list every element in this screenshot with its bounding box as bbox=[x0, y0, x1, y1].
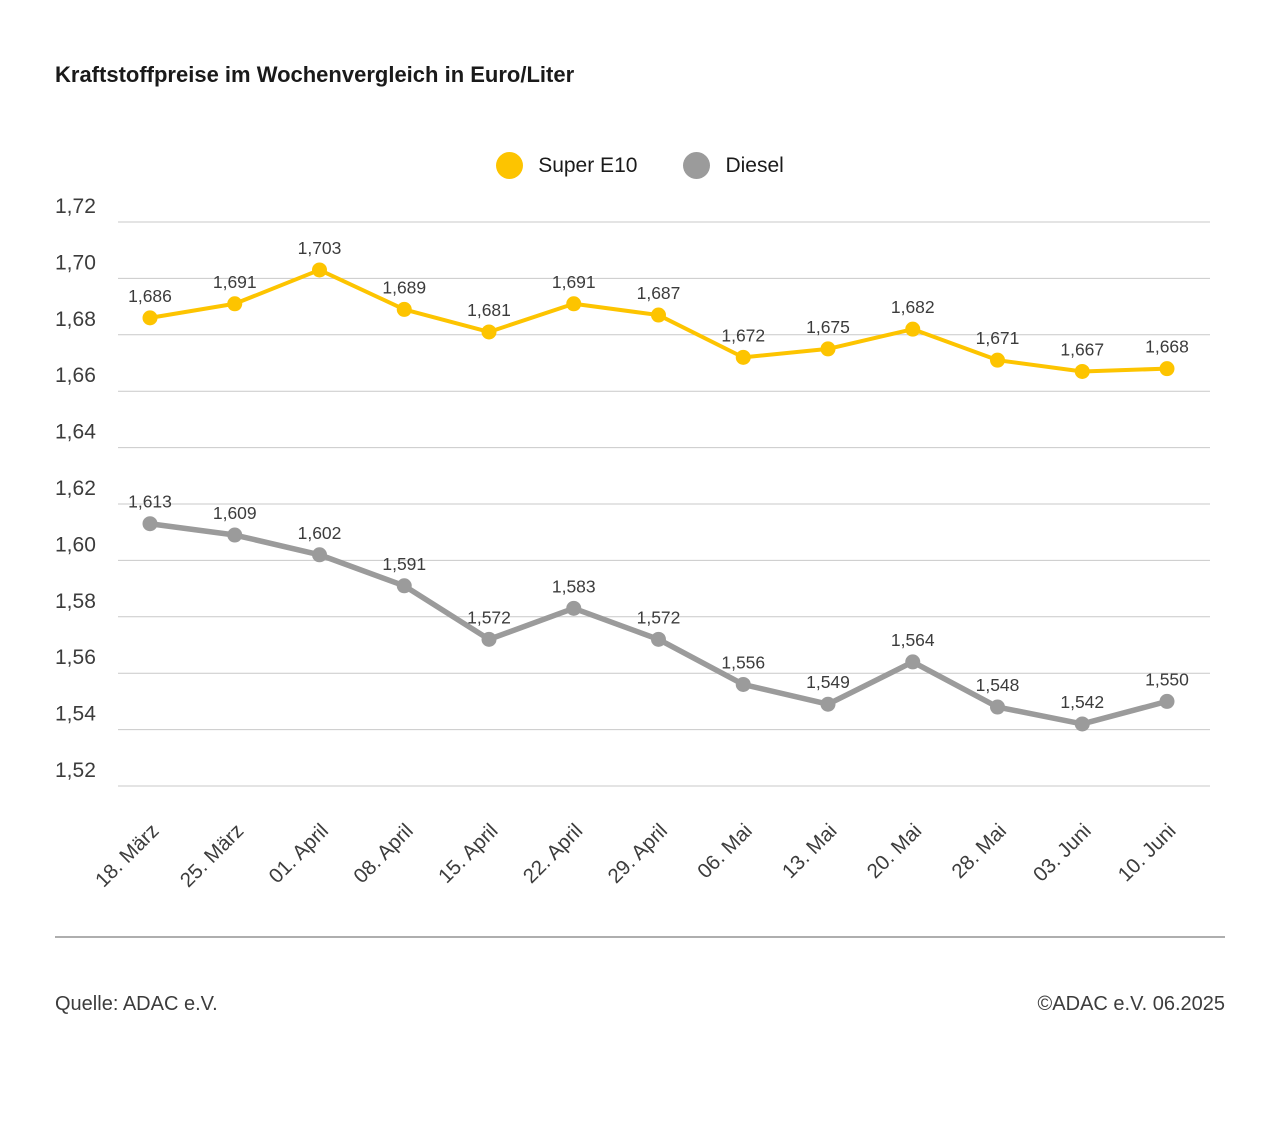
chart-title: Kraftstoffpreise im Wochenvergleich in E… bbox=[55, 62, 575, 87]
x-tick-label: 03. Juni bbox=[1029, 819, 1096, 886]
diesel-point-label: 1,583 bbox=[552, 576, 596, 596]
super-e10-point-label: 1,682 bbox=[891, 297, 935, 317]
super-e10-point bbox=[396, 301, 412, 317]
x-tick-label: 29. April bbox=[603, 819, 672, 888]
x-tick-label: 20. Mai bbox=[862, 819, 926, 883]
diesel-point-label: 1,572 bbox=[637, 607, 681, 627]
x-tick-label: 15. April bbox=[434, 819, 503, 888]
diesel-point bbox=[820, 696, 836, 712]
super-e10-point bbox=[990, 352, 1005, 368]
super-e10-point-label: 1,691 bbox=[213, 272, 257, 292]
y-tick-label: 1,64 bbox=[55, 421, 96, 444]
diesel-point bbox=[990, 699, 1005, 715]
legend: Super E10 Diesel bbox=[0, 152, 1280, 179]
super-e10-point-label: 1,672 bbox=[721, 325, 765, 345]
legend-dot-diesel bbox=[683, 152, 711, 179]
super-e10-point-label: 1,691 bbox=[552, 272, 596, 292]
x-tick-label: 28. Mai bbox=[947, 819, 1011, 883]
super-e10-point bbox=[481, 324, 497, 340]
super-e10-point bbox=[312, 262, 327, 278]
diesel-point bbox=[1074, 716, 1090, 732]
x-tick-label: 13. Mai bbox=[778, 819, 842, 883]
super-e10-point-label: 1,689 bbox=[382, 277, 426, 297]
diesel-point bbox=[735, 676, 751, 692]
chart-canvas: 1,72 1,70 1,68 1,66 1,64 1,62 1,60 1,58 1,56 1,54… bbox=[55, 195, 1210, 892]
y-tick-label: 1,54 bbox=[55, 703, 96, 726]
y-tick-label: 1,52 bbox=[55, 759, 96, 782]
diesel-point-label: 1,572 bbox=[467, 607, 511, 627]
y-tick-label: 1,72 bbox=[55, 195, 96, 218]
x-tick-label: 10. Juni bbox=[1113, 819, 1180, 886]
diesel-point bbox=[481, 631, 497, 647]
super-e10-point-label: 1,703 bbox=[298, 238, 342, 258]
super-e10-point bbox=[1159, 361, 1175, 377]
diesel-point bbox=[1159, 693, 1175, 709]
y-tick-label: 1,58 bbox=[55, 590, 96, 613]
diesel-point bbox=[566, 600, 582, 616]
legend-dot-super-e10 bbox=[496, 152, 524, 179]
super-e10-point-label: 1,686 bbox=[128, 286, 172, 306]
legend-label-diesel: Diesel bbox=[725, 153, 784, 177]
footer-divider bbox=[55, 936, 1225, 938]
diesel-point bbox=[142, 516, 158, 532]
super-e10-point bbox=[905, 321, 921, 337]
super-e10-point bbox=[566, 296, 582, 312]
diesel-point-label: 1,564 bbox=[891, 630, 935, 650]
y-tick-label: 1,60 bbox=[55, 533, 96, 556]
x-tick-label: 22. April bbox=[519, 819, 588, 888]
super-e10-point-label: 1,675 bbox=[806, 317, 850, 337]
y-tick-label: 1,70 bbox=[55, 251, 96, 274]
super-e10-point-label: 1,671 bbox=[976, 328, 1020, 348]
diesel-point bbox=[227, 527, 243, 543]
diesel-point-label: 1,548 bbox=[976, 675, 1020, 695]
x-tick-label: 01. April bbox=[264, 819, 333, 888]
diesel-point-label: 1,549 bbox=[806, 672, 850, 692]
y-tick-label: 1,56 bbox=[55, 646, 96, 669]
x-tick-label: 06. Mai bbox=[693, 819, 757, 883]
super-e10-point-label: 1,687 bbox=[637, 283, 681, 303]
super-e10-point bbox=[142, 310, 158, 326]
diesel-point-label: 1,591 bbox=[382, 554, 426, 574]
diesel-point-label: 1,556 bbox=[721, 652, 765, 672]
footer: Quelle: ADAC e.V. ©ADAC e.V. 06.2025 bbox=[55, 993, 1225, 1016]
diesel-point bbox=[396, 578, 412, 594]
x-tick-label: 25. März bbox=[176, 819, 249, 892]
super-e10-point-label: 1,681 bbox=[467, 300, 511, 320]
super-e10-point-label: 1,667 bbox=[1060, 339, 1104, 359]
legend-item-diesel: Diesel bbox=[683, 152, 784, 179]
diesel-point bbox=[312, 547, 327, 563]
super-e10-point-label: 1,668 bbox=[1145, 337, 1189, 357]
x-tick-label: 18. März bbox=[91, 819, 164, 892]
copyright-text: ©ADAC e.V. 06.2025 bbox=[1037, 993, 1225, 1015]
y-tick-label: 1,66 bbox=[55, 364, 96, 387]
diesel-point bbox=[905, 654, 921, 670]
diesel-point-label: 1,550 bbox=[1145, 669, 1189, 689]
super-e10-point bbox=[227, 296, 243, 312]
super-e10-point bbox=[1074, 363, 1090, 379]
legend-item-super-e10: Super E10 bbox=[496, 152, 637, 179]
source-text: Quelle: ADAC e.V. bbox=[55, 993, 218, 1015]
x-tick-label: 08. April bbox=[349, 819, 418, 888]
legend-label-super-e10: Super E10 bbox=[538, 153, 638, 177]
diesel-point-label: 1,609 bbox=[213, 503, 257, 523]
y-tick-label: 1,68 bbox=[55, 308, 96, 331]
super-e10-point bbox=[820, 341, 836, 357]
diesel-point-label: 1,602 bbox=[298, 523, 342, 543]
super-e10-point bbox=[651, 307, 666, 323]
diesel-point-label: 1,542 bbox=[1060, 692, 1104, 712]
diesel-point-label: 1,613 bbox=[128, 492, 172, 512]
diesel-point bbox=[651, 631, 666, 647]
y-tick-label: 1,62 bbox=[55, 477, 96, 500]
super-e10-point bbox=[735, 349, 751, 365]
